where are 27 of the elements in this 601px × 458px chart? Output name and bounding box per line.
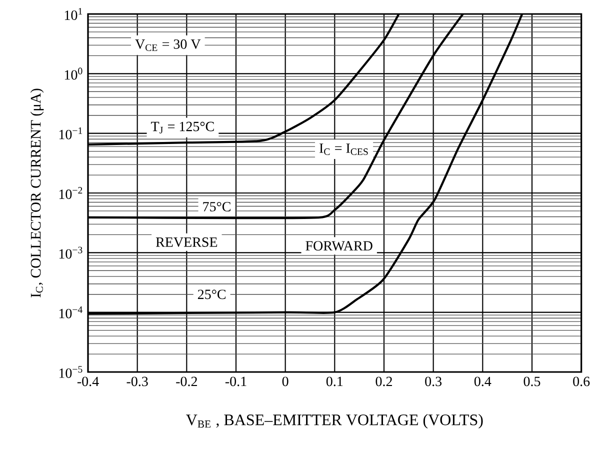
annotation: V$_{CE}$ = 30 V (135, 39, 201, 52)
series-label: T$_{J}$ = 125°C (151, 122, 214, 134)
annotation: I$_{C}$ = I$_{CES}$ (320, 144, 368, 156)
y-tick-label: 10$^{−3}$ (59, 246, 82, 259)
x-tick-label: 0 (282, 376, 288, 386)
series-label: 75°C (203, 202, 230, 212)
y-tick-label: 10$^{−5}$ (59, 366, 82, 378)
y-tick-label: 10$^{−2}$ (59, 187, 82, 199)
x-axis-title: V$_{BE}$ , BASE–EMITTER VOLTAGE (VOLTS) (186, 414, 483, 429)
x-tick-label: -0.3 (126, 376, 148, 386)
x-tick-label: 0.5 (524, 376, 540, 386)
x-tick-label: 0.1 (326, 376, 343, 386)
x-tick-label: 0.4 (474, 376, 492, 386)
x-tick-label: -0.1 (225, 376, 246, 386)
x-tick-label: 0.3 (425, 376, 442, 386)
series-label: 25°C (198, 290, 226, 300)
x-tick-label: 0.2 (376, 376, 392, 386)
y-tick-label: 10$^{1}$ (64, 8, 82, 20)
y-tick-label: 10$^{0}$ (64, 68, 82, 80)
x-tick-label: -0.2 (176, 376, 197, 386)
annotation: FORWARD (306, 241, 372, 251)
x-tick-label: 0.6 (573, 376, 590, 386)
y-tick-label: 10$^{−4}$ (59, 306, 82, 318)
y-tick-label: 10$^{−1}$ (59, 127, 82, 140)
annotation: REVERSE (156, 237, 218, 247)
x-tick-label: -0.4 (77, 376, 99, 386)
y-axis-title: I$_{C}$, COLLECTOR CURRENT (μA) (30, 88, 44, 298)
